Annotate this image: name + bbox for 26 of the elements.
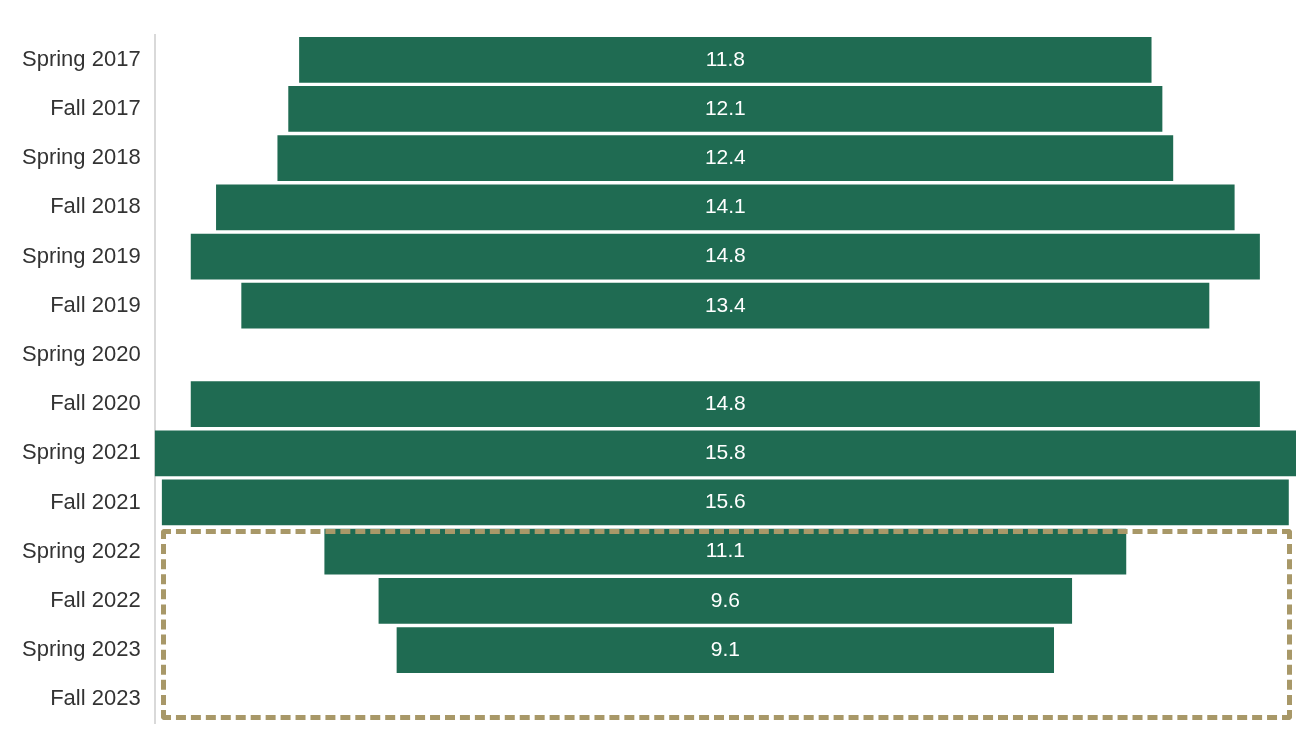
category-label: Fall 2023: [50, 685, 141, 711]
category-label: Spring 2018: [21, 144, 141, 170]
category-label: Spring 2019: [21, 242, 141, 268]
data-label: 15.8: [704, 440, 746, 464]
category-label: Spring 2023: [21, 636, 141, 662]
category-label: Fall 2020: [50, 390, 141, 416]
category-label: Spring 2020: [21, 340, 141, 366]
data-label: 11.1: [705, 538, 745, 562]
data-label: 14.8: [704, 390, 746, 414]
data-label: 13.4: [704, 292, 747, 316]
data-label: 12.4: [704, 144, 747, 168]
category-label: Fall 2022: [50, 586, 141, 612]
category-label: Fall 2017: [50, 95, 141, 121]
data-label: 14.8: [704, 243, 746, 267]
data-label: 14.1: [704, 194, 746, 218]
category-label: Fall 2018: [50, 193, 141, 219]
data-label: 11.8: [705, 46, 745, 70]
category-label: Fall 2021: [50, 488, 141, 514]
data-label: 9.1: [710, 636, 740, 660]
category-label: Spring 2021: [21, 439, 141, 465]
category-label: Spring 2017: [21, 45, 141, 71]
category-label: Fall 2019: [50, 291, 141, 317]
data-label: 15.6: [704, 489, 746, 513]
data-label: 9.6: [710, 587, 740, 611]
data-label: 12.1: [704, 95, 746, 119]
category-label: Spring 2022: [21, 537, 141, 563]
